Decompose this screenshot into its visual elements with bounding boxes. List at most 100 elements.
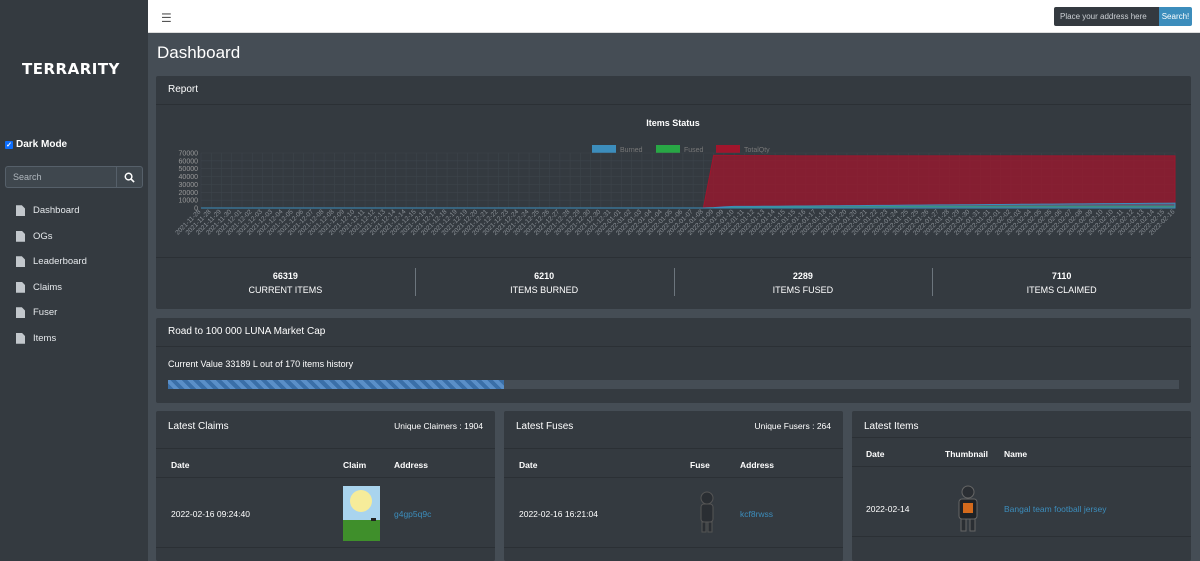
claims-header: Latest Claims (168, 421, 229, 432)
sidebar-search: Search (5, 166, 143, 188)
items-header: Latest Items (864, 421, 919, 432)
dark-mode-label: Dark Mode (16, 139, 68, 150)
file-icon (16, 230, 25, 242)
file-icon (16, 205, 25, 217)
fuses-table-header: Date Fuse Address (504, 448, 843, 478)
column-header-fuse: Fuse (690, 460, 710, 470)
file-icon (16, 256, 25, 268)
column-header-name: Name (1004, 449, 1028, 459)
claim-thumbnail[interactable] (343, 486, 380, 541)
sidebar-item-label: Fuser (33, 307, 58, 319)
sidebar-item-leaderboard[interactable]: Leaderboard (16, 249, 87, 275)
sidebar-item-fuser[interactable]: Fuser (16, 300, 87, 326)
file-icon (16, 332, 25, 344)
y-tick-label: 20000 (179, 190, 199, 197)
sidebar-item-ogs[interactable]: OGs (16, 224, 87, 250)
checkbox-icon[interactable]: ✓ (5, 140, 13, 149)
y-tick-label: 70000 (179, 151, 199, 158)
legend-label: Burned (620, 147, 643, 154)
sidebar-search-input[interactable]: Search (5, 166, 116, 188)
unique-claimers: Unique Claimers : 1904 (394, 421, 483, 431)
column-header-address: Address (740, 460, 775, 470)
dark-mode-toggle[interactable]: ✓ Dark Mode (5, 139, 67, 150)
sidebar-search-button[interactable] (116, 166, 143, 188)
sidebar-item-label: Claims (33, 281, 63, 293)
y-tick-label: 50000 (179, 166, 199, 173)
column-header-date: Date (866, 449, 885, 459)
topbar: ☰ Place your address here Search! (148, 0, 1200, 33)
fuse-address-link[interactable]: kcf8rwss (740, 509, 774, 519)
item-thumbnail[interactable] (955, 483, 981, 535)
column-header-address: Address (394, 460, 429, 470)
file-icon (16, 307, 25, 319)
menu-toggle-icon[interactable]: ☰ (161, 11, 172, 25)
stat-label: ITEMS BURNED (510, 285, 579, 295)
claim-date: 2022-02-16 09:24:40 (171, 509, 250, 519)
stat-items-claimed: 7110 ITEMS CLAIMED (932, 258, 1191, 309)
legend-swatch (716, 145, 740, 153)
table-row: 2022-02-16 09:24:40 g4gp5q9c (156, 478, 495, 548)
stat-label: CURRENT ITEMS (248, 285, 323, 295)
stat-value: 2289 (792, 271, 813, 281)
legend-swatch (656, 145, 680, 153)
y-tick-label: 0 (194, 206, 198, 213)
stat-current-items: 66319 CURRENT ITEMS (156, 258, 415, 309)
column-header-claim: Claim (343, 460, 367, 470)
sidebar-item-label: Items (33, 332, 57, 344)
sidebar-item-items[interactable]: Items (16, 326, 87, 352)
page-title: Dashboard (157, 43, 241, 62)
items-status-chart: Items Status Burned Fused TotalQty 70000 6000… (156, 105, 1191, 257)
address-search-button[interactable]: Search! (1159, 7, 1192, 26)
claim-address-link[interactable]: g4gp5q9c (394, 509, 432, 519)
fuse-date: 2022-02-16 16:21:04 (519, 509, 598, 519)
legend-label: Fused (684, 147, 704, 154)
road-current-value: Current Value 33189 L out of 170 items h… (168, 359, 354, 369)
sidebar: TERRARITY ✓ Dark Mode Search Dashboard O… (0, 0, 148, 561)
legend-label: TotalQty (744, 147, 770, 154)
road-progress-bar (168, 380, 1179, 389)
file-icon (16, 281, 25, 293)
stat-value: 7110 (1051, 271, 1072, 281)
road-card: Road to 100 000 LUNA Market Cap Current … (156, 318, 1191, 403)
report-card: Report Items Status Burned Fused TotalQty 70… (156, 76, 1191, 309)
y-tick-label: 30000 (179, 182, 199, 189)
table-row: 2022-02-14 Bangal team football jersey (852, 467, 1191, 537)
app-logo[interactable]: TERRARITY (22, 60, 120, 78)
column-header-date: Date (519, 460, 538, 470)
divider (156, 104, 1191, 105)
stat-label: ITEMS CLAIMED (1026, 285, 1097, 295)
series-area-burned (201, 202, 1176, 209)
report-stats: 66319 CURRENT ITEMS 6210 ITEMS BURNED 22… (156, 257, 1191, 309)
latest-items-card: Latest Items Date Thumbnail Name 2022-02… (852, 411, 1191, 561)
stat-value: 6210 (534, 271, 555, 281)
legend-swatch (592, 145, 616, 153)
sidebar-item-claims[interactable]: Claims (16, 275, 87, 301)
claims-table-header: Date Claim Address (156, 448, 495, 478)
item-name-link[interactable]: Bangal team football jersey (1004, 504, 1107, 514)
latest-claims-card: Latest Claims Unique Claimers : 1904 Dat… (156, 411, 495, 561)
latest-fuses-card: Latest Fuses Unique Fusers : 264 Date Fu… (504, 411, 843, 561)
sidebar-item-label: Dashboard (33, 205, 80, 217)
stat-value: 66319 (272, 271, 298, 281)
y-tick-label: 10000 (179, 198, 199, 205)
road-progress-fill (168, 380, 504, 389)
stat-items-fused: 2289 ITEMS FUSED (673, 258, 933, 309)
y-tick-label: 40000 (179, 174, 199, 181)
search-icon (124, 172, 135, 183)
stat-items-burned: 6210 ITEMS BURNED (414, 258, 674, 309)
address-search-input[interactable]: Place your address here (1054, 7, 1159, 26)
sidebar-item-label: Leaderboard (33, 256, 87, 268)
column-header-date: Date (171, 460, 190, 470)
unique-fusers: Unique Fusers : 264 (754, 421, 831, 431)
items-status-chart-svg: Items Status Burned Fused TotalQty 700006000… (174, 118, 1176, 237)
sidebar-item-dashboard[interactable]: Dashboard (16, 198, 87, 224)
stat-label: ITEMS FUSED (772, 285, 834, 295)
table-row: 2022-02-16 16:21:04 kcf8rwss (504, 478, 843, 548)
column-header-thumbnail: Thumbnail (945, 449, 988, 459)
item-date: 2022-02-14 (866, 504, 910, 514)
fuse-thumbnail[interactable] (696, 490, 718, 534)
report-header: Report (168, 84, 199, 95)
chart-title: Items Status (646, 118, 700, 128)
items-table-header: Date Thumbnail Name (852, 437, 1191, 467)
y-tick-label: 60000 (179, 158, 199, 165)
